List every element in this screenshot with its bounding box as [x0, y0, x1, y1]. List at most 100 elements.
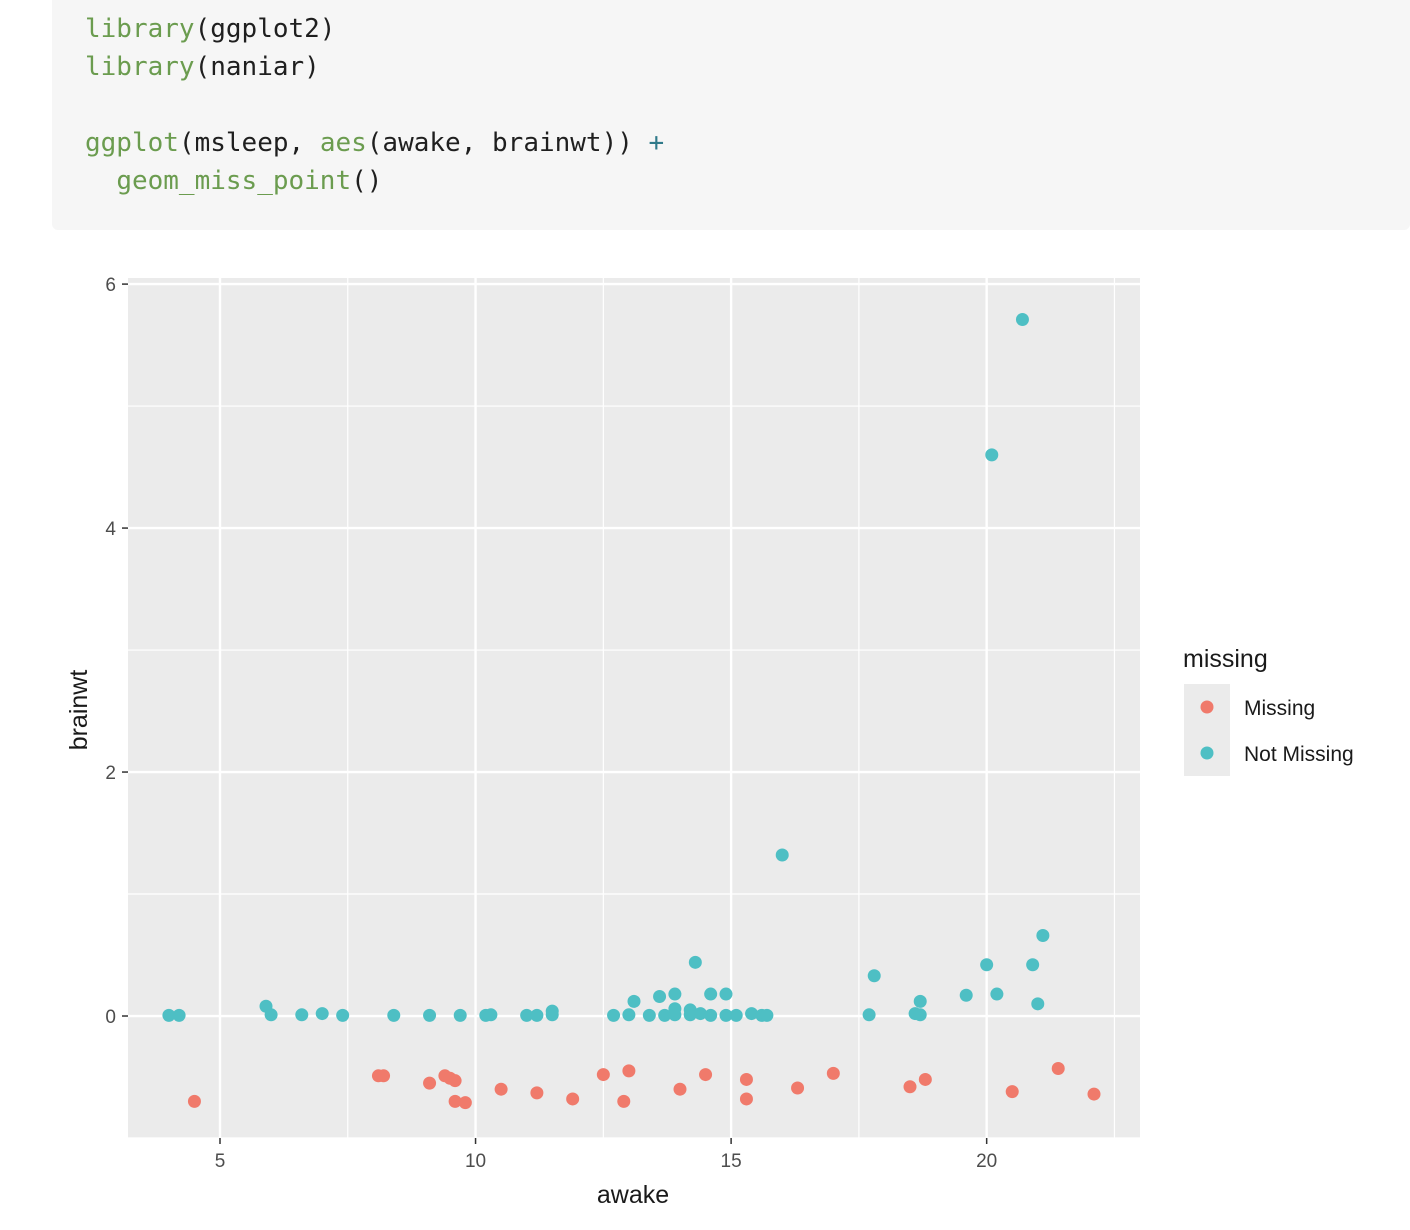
y-tick-label: 6 — [105, 275, 116, 296]
code-line: library(naniar) — [85, 48, 320, 86]
point-not-missing — [1026, 958, 1040, 972]
legend-label-not-missing: Not Missing — [1244, 743, 1354, 766]
point-missing — [377, 1069, 391, 1083]
plot-panel — [128, 278, 1140, 1138]
x-tick-label: 5 — [215, 1151, 226, 1172]
code-line: ggplot(msleep, aes(awake, brainwt)) + — [85, 124, 664, 162]
point-not-missing — [453, 1008, 467, 1022]
point-not-missing — [862, 1008, 876, 1022]
point-not-missing — [913, 1008, 927, 1022]
point-missing — [699, 1068, 713, 1082]
point-missing — [739, 1072, 753, 1086]
point-not-missing — [867, 969, 881, 983]
point-not-missing — [729, 1008, 743, 1022]
point-missing — [918, 1072, 932, 1086]
legend-label-missing: Missing — [1244, 697, 1315, 720]
code-token — [85, 166, 116, 196]
y-axis: 0 2 4 6 — [105, 275, 128, 1028]
point-not-missing — [980, 958, 994, 972]
point-not-missing — [264, 1008, 278, 1022]
point-missing — [458, 1096, 472, 1110]
point-not-missing — [668, 987, 682, 1001]
point-not-missing — [387, 1008, 401, 1022]
point-not-missing — [545, 1004, 559, 1018]
x-axis: 5 10 15 20 — [215, 1138, 997, 1172]
code-token: ggplot — [85, 128, 179, 158]
point-missing — [903, 1080, 917, 1094]
point-not-missing — [1031, 997, 1045, 1011]
code-token: library — [85, 52, 195, 82]
point-not-missing — [642, 1008, 656, 1022]
legend: missing Missing Not Missing — [1183, 645, 1354, 776]
data-points — [162, 312, 1101, 1110]
point-not-missing — [607, 1008, 621, 1022]
y-tick-label: 2 — [105, 763, 116, 784]
point-not-missing — [959, 988, 973, 1002]
code-token: (ggplot2) — [194, 14, 336, 44]
code-token: (awake, brainwt)) — [366, 128, 649, 158]
grid-minor — [128, 278, 1140, 1139]
y-tick-label: 4 — [105, 519, 116, 540]
point-not-missing — [1015, 312, 1029, 326]
point-not-missing — [653, 989, 667, 1003]
point-not-missing — [172, 1008, 186, 1022]
point-not-missing — [775, 848, 789, 862]
point-not-missing — [745, 1007, 759, 1021]
code-token: + — [648, 128, 665, 158]
code-token: (msleep, — [178, 128, 320, 158]
x-tick-label: 15 — [721, 1151, 742, 1172]
point-not-missing — [719, 987, 733, 1001]
point-not-missing — [693, 1007, 707, 1021]
point-not-missing — [704, 987, 718, 1001]
point-missing — [673, 1082, 687, 1096]
x-axis-title: awake — [597, 1181, 669, 1209]
point-missing — [791, 1081, 805, 1095]
point-not-missing — [760, 1008, 774, 1022]
point-missing — [1051, 1061, 1065, 1075]
code-token: (naniar) — [194, 52, 320, 82]
point-missing — [1087, 1087, 1101, 1101]
point-missing — [596, 1068, 610, 1082]
point-missing — [826, 1066, 840, 1080]
point-not-missing — [315, 1007, 329, 1021]
point-not-missing — [985, 448, 999, 462]
legend-title: missing — [1183, 645, 1268, 673]
point-not-missing — [627, 994, 641, 1008]
code-line: geom_miss_point() — [85, 162, 382, 200]
point-not-missing — [520, 1008, 534, 1022]
point-not-missing — [683, 1003, 697, 1017]
point-not-missing — [719, 1008, 733, 1022]
point-not-missing — [162, 1008, 176, 1022]
point-not-missing — [484, 1008, 498, 1022]
point-not-missing — [295, 1008, 309, 1022]
code-token: aes — [319, 128, 367, 158]
point-missing — [187, 1094, 201, 1108]
y-axis-title: brainwt — [65, 670, 93, 751]
code-line: library(ggplot2) — [85, 10, 335, 48]
code-token: library — [85, 14, 195, 44]
point-missing — [448, 1074, 462, 1088]
point-not-missing — [913, 994, 927, 1008]
point-not-missing — [688, 955, 702, 969]
point-missing — [494, 1082, 508, 1096]
point-not-missing — [423, 1008, 437, 1022]
point-not-missing — [336, 1008, 350, 1022]
scatter-chart: 5 10 15 20 0 2 4 6 awake brainwt missing Missi… — [65, 275, 1354, 1209]
point-not-missing — [990, 987, 1004, 1001]
point-missing — [448, 1094, 462, 1108]
point-missing — [423, 1076, 437, 1090]
point-not-missing — [704, 1008, 718, 1022]
point-not-missing — [1036, 929, 1050, 943]
point-not-missing — [530, 1008, 544, 1022]
point-not-missing — [658, 1008, 672, 1022]
legend-key-not-missing — [1200, 746, 1214, 760]
code-token: geom_miss_point — [116, 166, 352, 196]
legend-key-background — [1184, 684, 1230, 776]
point-missing — [566, 1092, 580, 1106]
code-block: library(ggplot2) library(naniar) ggplot(ms… — [52, 0, 1410, 230]
point-missing — [617, 1094, 631, 1108]
code-token: () — [351, 166, 383, 196]
x-tick-label: 20 — [976, 1151, 997, 1172]
point-not-missing — [622, 1008, 636, 1022]
x-tick-label: 10 — [465, 1151, 486, 1172]
